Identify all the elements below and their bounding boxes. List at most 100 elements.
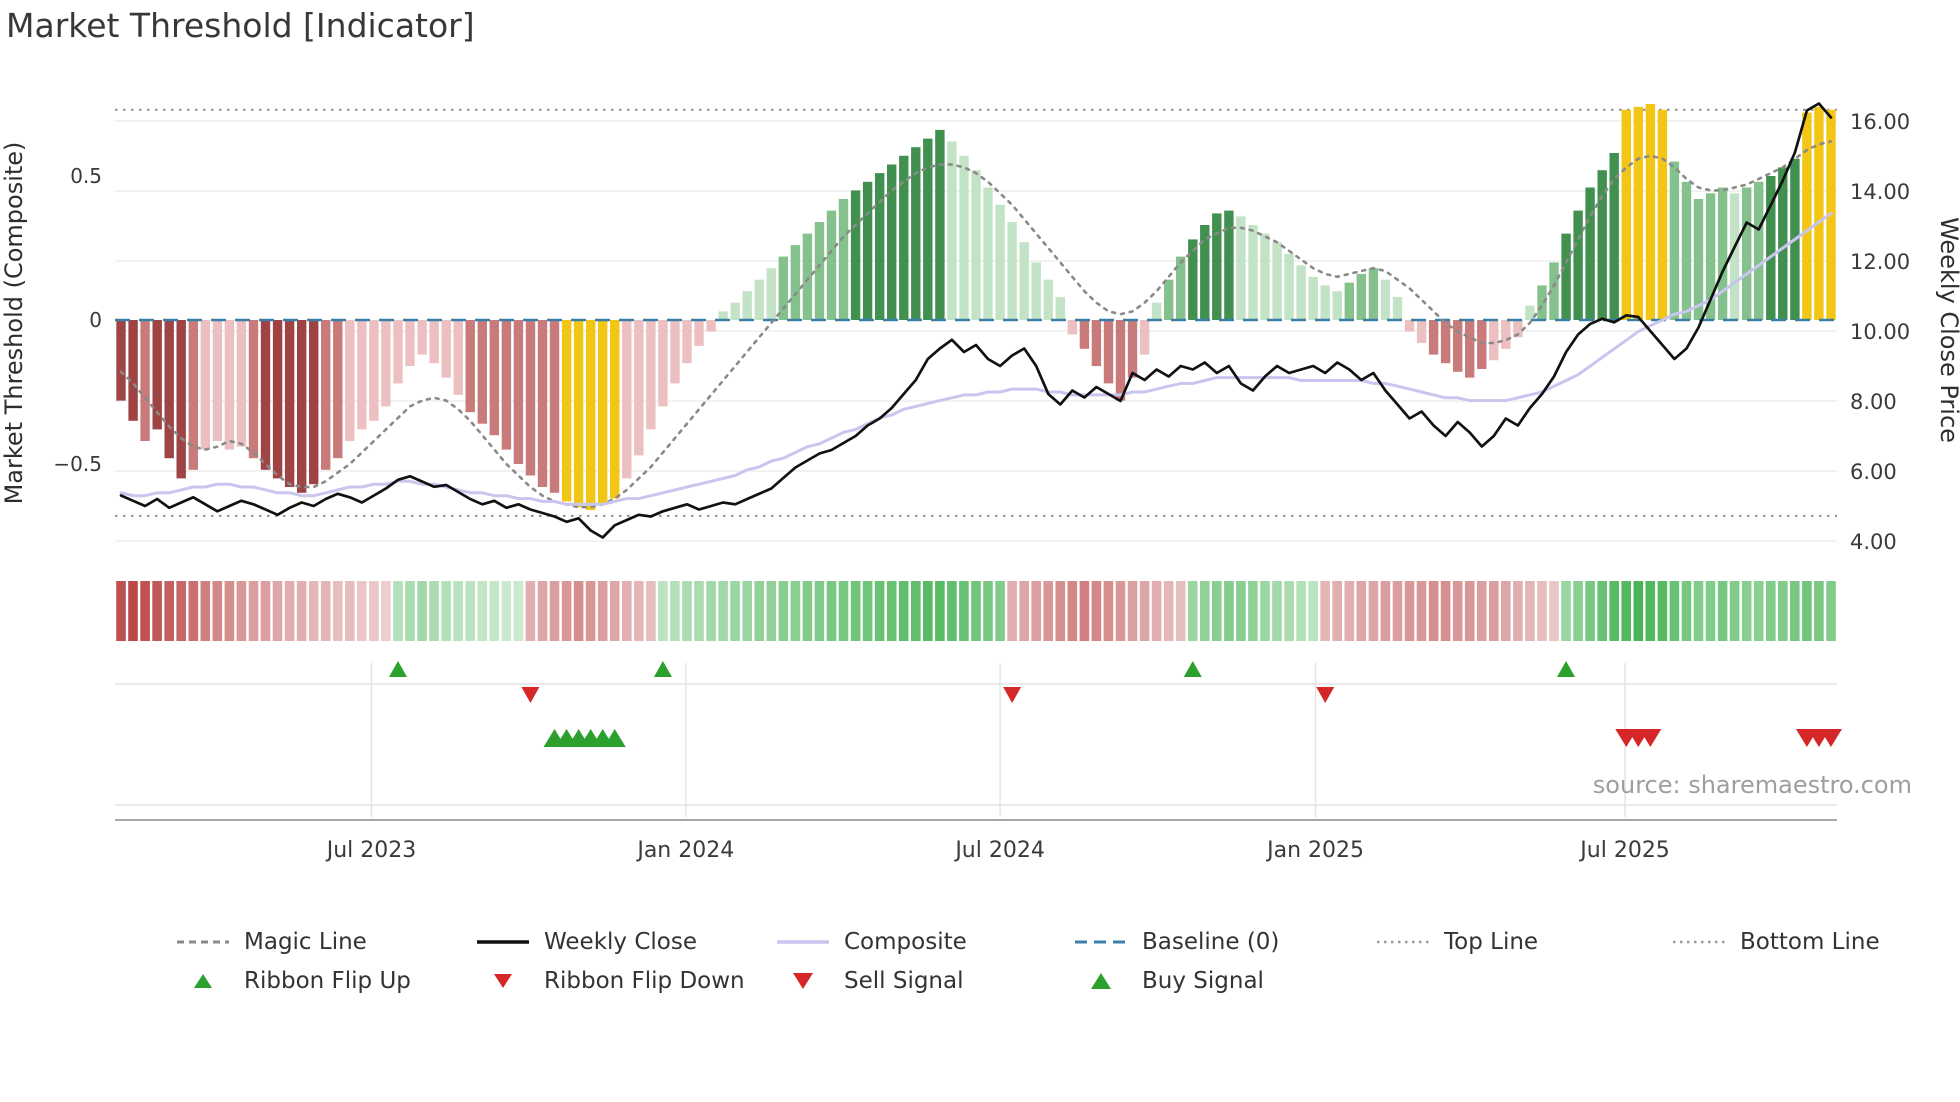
legend-item-composite: Composite — [775, 929, 967, 955]
composite-bar — [525, 320, 536, 476]
ribbon-cell — [622, 581, 632, 641]
composite-bar — [742, 291, 752, 320]
composite-bar — [1440, 320, 1451, 364]
signal-markers — [115, 661, 1842, 821]
legend-item-magic-line: Magic Line — [175, 929, 367, 955]
ribbon-cell — [1236, 581, 1246, 641]
composite-bar — [802, 233, 813, 320]
composite-bar — [1344, 282, 1354, 320]
baseline-swatch-icon — [1075, 940, 1127, 944]
ribbon-cell — [1476, 581, 1487, 641]
magic-line-swatch-icon — [177, 940, 229, 944]
composite-bar — [417, 320, 427, 355]
axis-tick-labels: 0.5 0 −0.5 16.00 14.00 12.00 10.00 8.00 6.00 4.00… — [53, 110, 1910, 863]
composite-bar — [754, 279, 764, 320]
ribbon-cell — [911, 581, 921, 641]
composite-bar — [1320, 285, 1330, 320]
right-axis-title: Weekly Close Price — [1935, 217, 1960, 443]
composite-bar — [1356, 273, 1366, 320]
composite-swatch-icon — [777, 940, 829, 944]
ribbon-cell — [561, 581, 572, 641]
left-tick-label: 0.5 — [70, 164, 102, 188]
composite-bar — [1597, 170, 1607, 320]
ribbon-flip-up-marker — [388, 661, 407, 677]
ribbon-cell — [1380, 581, 1391, 641]
ribbon-cell — [1139, 581, 1150, 641]
ribbon-cell — [646, 581, 656, 641]
composite-bar — [393, 320, 403, 384]
sell-signal-marker — [1819, 729, 1842, 747]
composite-bar — [935, 129, 945, 320]
ribbon-cell — [1296, 581, 1306, 641]
composite-bar — [1645, 104, 1656, 320]
ribbon-cell — [1717, 581, 1728, 641]
ribbon-cell — [1163, 581, 1174, 641]
ribbon-cell — [670, 581, 680, 641]
ribbon-cell — [862, 581, 873, 641]
composite-bar — [1416, 320, 1427, 343]
ribbon-cell — [140, 581, 150, 641]
composite-bar — [1296, 265, 1306, 320]
ribbon-cell — [477, 581, 488, 641]
ribbon-cell — [1489, 581, 1499, 641]
composite-bar — [453, 320, 463, 395]
composite-bar — [1525, 305, 1535, 320]
left-tick-label: 0 — [89, 308, 102, 332]
composite-bar — [959, 155, 969, 320]
x-tick-label: Jul 2023 — [325, 838, 417, 863]
composite-bar — [1404, 320, 1415, 332]
ribbon-cell — [1127, 581, 1138, 641]
ribbon-cell — [1501, 581, 1511, 641]
legend-item-buy-signal: Buy Signal — [1073, 968, 1264, 994]
composite-bar — [1585, 187, 1595, 320]
composite-bar — [718, 311, 728, 320]
ribbon-cell — [513, 581, 524, 641]
ribbon-cell — [1332, 581, 1342, 641]
legend-label: Magic Line — [244, 929, 367, 955]
composite-bar — [1465, 320, 1475, 378]
ribbon-cell — [597, 581, 608, 641]
legend-item-sell-signal: Sell Signal — [775, 968, 964, 994]
ribbon-cell — [790, 581, 801, 641]
ribbon-cell — [1428, 581, 1439, 641]
top-line-swatch-icon — [1377, 940, 1429, 944]
ribbon-cell — [898, 581, 909, 641]
ribbon-cell — [766, 581, 777, 641]
series-lines — [115, 102, 1837, 539]
ribbon-cell — [1368, 581, 1379, 641]
ribbon-cell — [1115, 581, 1126, 641]
composite-bar — [309, 320, 319, 485]
composite-bar — [1164, 279, 1174, 320]
ribbon-cell — [417, 581, 427, 641]
triangle-down-icon — [793, 973, 813, 989]
ribbon-cell — [128, 581, 138, 641]
legend-item-bottom-line: Bottom Line — [1671, 929, 1880, 955]
composite-bar — [1428, 320, 1439, 355]
ribbon-cell — [1609, 581, 1619, 641]
composite-bar — [1621, 109, 1631, 320]
ribbon-flip-up-marker — [653, 661, 672, 677]
composite-bar — [1453, 320, 1463, 372]
composite-bar — [598, 320, 608, 505]
weekly-close-swatch-icon — [477, 940, 529, 944]
composite-bar — [549, 320, 560, 493]
composite-bar — [297, 320, 307, 493]
composite-bar — [875, 173, 885, 320]
ribbon-cell — [874, 581, 885, 641]
ribbon-cell — [718, 581, 728, 641]
ribbon-cell — [1585, 581, 1595, 641]
composite-bar — [850, 190, 861, 320]
ribbon-cell — [1103, 581, 1114, 641]
composite-bar — [634, 320, 644, 456]
ribbon-cell — [1766, 581, 1776, 641]
ribbon-cell — [1007, 581, 1017, 641]
composite-bar — [248, 320, 259, 459]
composite-bar — [1188, 239, 1198, 320]
ribbon-cell — [1224, 581, 1234, 641]
ribbon-cell — [453, 581, 463, 641]
ribbon-cell — [1392, 581, 1403, 641]
ribbon-cell — [212, 581, 223, 641]
composite-bar — [586, 320, 596, 511]
ribbon-cell — [706, 581, 716, 641]
